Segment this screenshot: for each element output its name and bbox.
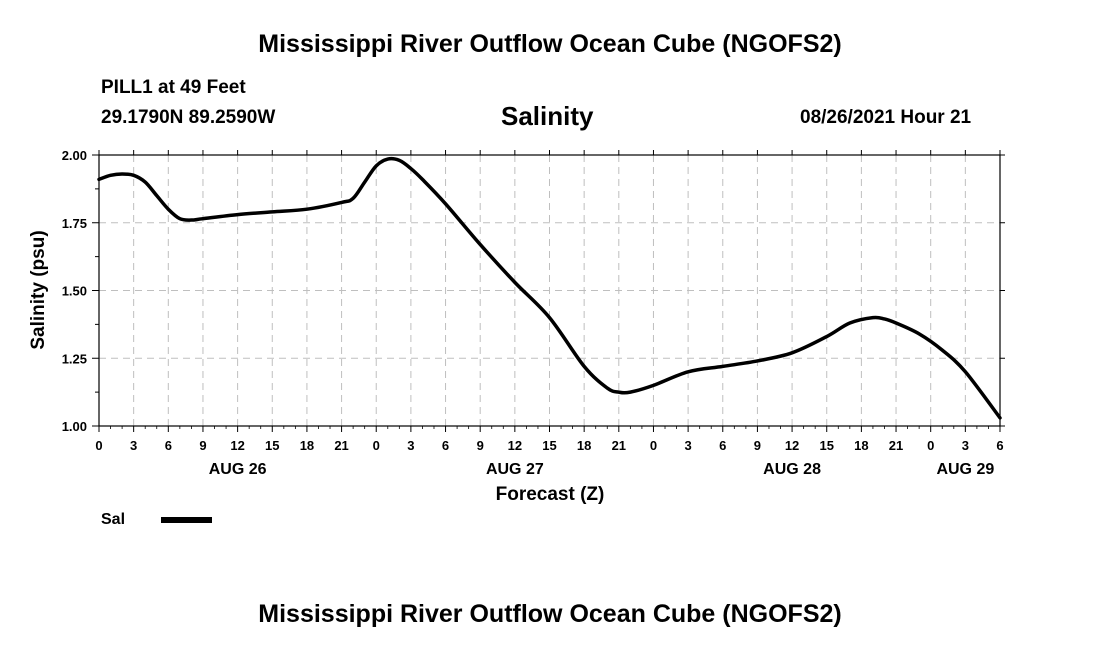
day-label: AUG 27	[486, 461, 544, 478]
day-label: AUG 28	[763, 461, 821, 478]
forecast-timestamp: 08/26/2021 Hour 21	[800, 107, 972, 128]
x-tick-label: 12	[508, 438, 522, 453]
y-tick-label: 2.00	[62, 148, 87, 163]
station-coords: 29.1790N 89.2590W	[101, 107, 276, 128]
x-tick-label: 0	[927, 438, 934, 453]
x-tick-label: 21	[612, 438, 626, 453]
x-tick-label: 12	[230, 438, 244, 453]
day-labels: AUG 26 AUG 27 AUG 28 AUG 29	[209, 461, 995, 478]
x-tick-label: 3	[962, 438, 969, 453]
x-tick-label: 9	[754, 438, 761, 453]
day-label: AUG 29	[936, 461, 994, 478]
x-tick-label: 0	[373, 438, 380, 453]
x-tick-label: 3	[684, 438, 691, 453]
x-tick-label: 0	[650, 438, 657, 453]
x-tick-label: 6	[996, 438, 1003, 453]
chart-title: Mississippi River Outflow Ocean Cube (NG…	[258, 30, 842, 58]
x-tick-label: 15	[542, 438, 556, 453]
x-tick-label: 18	[577, 438, 591, 453]
y-tick-labels: 1.00 1.25 1.50 1.75 2.00	[62, 148, 87, 434]
y-tick-label: 1.00	[62, 419, 87, 434]
x-tick-label: 9	[477, 438, 484, 453]
x-tick-label: 12	[785, 438, 799, 453]
x-tick-label: 15	[819, 438, 833, 453]
x-tick-label: 6	[442, 438, 449, 453]
station-label: PILL1 at 49 Feet	[101, 77, 246, 98]
x-tick-label: 3	[130, 438, 137, 453]
x-tick-label: 9	[199, 438, 206, 453]
x-tick-labels: 0 3 6 9 12 15 18 21 0 3 6 9 12 15 18 21 0 3 6 9 12 15 18 21 0 3 6	[95, 438, 1003, 453]
footer-title: Mississippi River Outflow Ocean Cube (NG…	[258, 600, 842, 628]
y-tick-label: 1.50	[62, 284, 87, 299]
x-tick-label: 0	[95, 438, 102, 453]
day-label: AUG 26	[209, 461, 267, 478]
x-tick-label: 15	[265, 438, 279, 453]
y-tick-label: 1.25	[62, 351, 87, 366]
x-tick-label: 6	[165, 438, 172, 453]
y-tick-label: 1.75	[62, 216, 87, 231]
variable-title: Salinity	[501, 101, 594, 131]
x-tick-label: 3	[407, 438, 414, 453]
legend-swatch	[161, 517, 212, 523]
y-axis-label: Salinity (psu)	[28, 230, 49, 349]
x-tick-label: 18	[300, 438, 314, 453]
legend-label: Sal	[101, 511, 125, 528]
x-axis-label: Forecast (Z)	[496, 484, 605, 505]
x-tick-label: 18	[854, 438, 868, 453]
grid-lines	[99, 155, 1000, 426]
axis-ticks	[92, 150, 1005, 432]
x-tick-label: 6	[719, 438, 726, 453]
x-tick-label: 21	[889, 438, 903, 453]
series-line-sal	[97, 156, 1002, 420]
x-tick-label: 21	[334, 438, 348, 453]
